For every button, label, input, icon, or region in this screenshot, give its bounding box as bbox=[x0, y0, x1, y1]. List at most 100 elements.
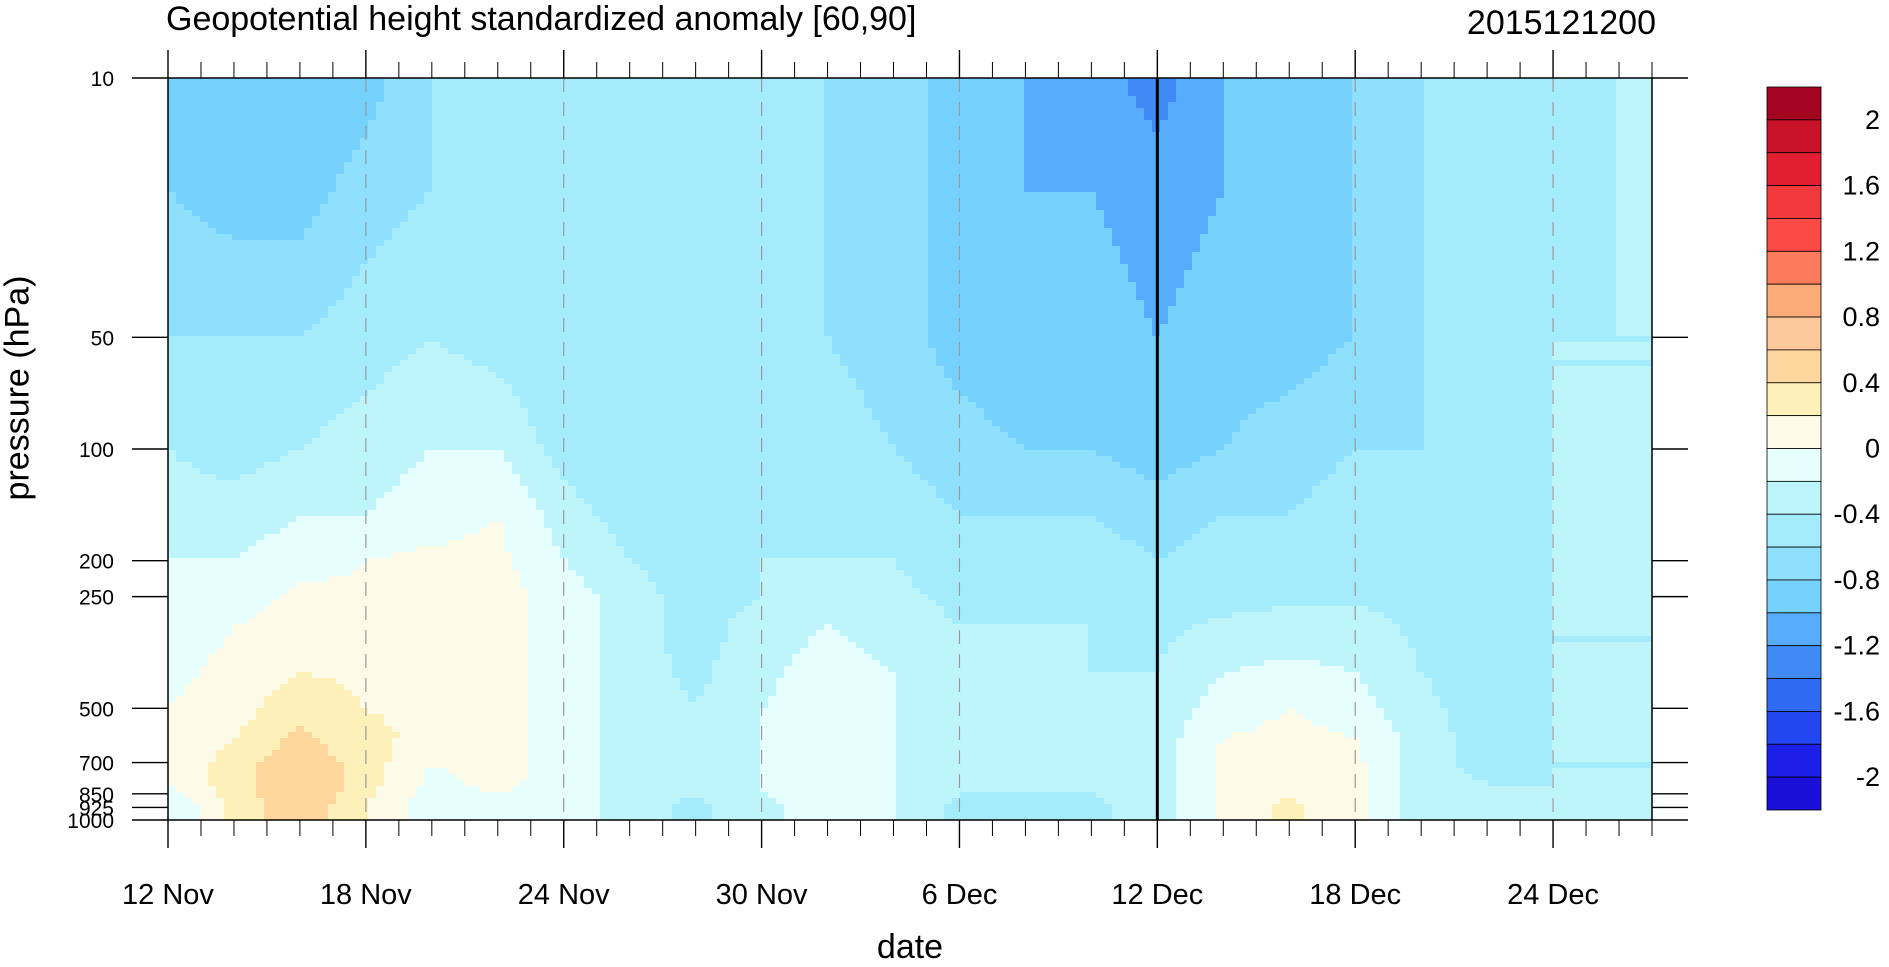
contour-cell bbox=[712, 78, 721, 85]
contour-cell bbox=[1224, 126, 1233, 133]
contour-cell bbox=[640, 162, 649, 169]
contour-cell bbox=[312, 228, 321, 235]
contour-cell bbox=[1136, 216, 1145, 223]
contour-cell bbox=[1424, 168, 1433, 175]
contour-cell bbox=[888, 78, 897, 85]
contour-cell bbox=[968, 234, 977, 241]
contour-cell bbox=[968, 144, 977, 151]
contour-cell bbox=[1056, 222, 1065, 229]
contour-cell bbox=[848, 174, 857, 181]
contour-cell bbox=[224, 84, 233, 91]
contour-cell bbox=[792, 126, 801, 133]
contour-cell bbox=[904, 234, 913, 241]
contour-cell bbox=[1248, 228, 1257, 235]
contour-cell bbox=[1256, 96, 1265, 103]
contour-cell bbox=[648, 126, 657, 133]
contour-cell bbox=[1600, 174, 1609, 181]
contour-cell bbox=[256, 222, 265, 229]
contour-cell bbox=[1520, 78, 1529, 85]
contour-cell bbox=[1320, 216, 1329, 223]
contour-cell bbox=[1536, 216, 1545, 223]
contour-cell bbox=[992, 192, 1001, 199]
contour-cell bbox=[1168, 216, 1177, 223]
contour-cell bbox=[1352, 120, 1361, 127]
contour-cell bbox=[344, 198, 353, 205]
contour-cell bbox=[296, 198, 305, 205]
contour-cell bbox=[416, 108, 425, 115]
contour-cell bbox=[696, 84, 705, 91]
contour-cell bbox=[1504, 78, 1513, 85]
contour-cell bbox=[864, 174, 873, 181]
contour-cell bbox=[1520, 168, 1529, 175]
contour-cell bbox=[864, 120, 873, 127]
contour-cell bbox=[224, 216, 233, 223]
contour-cell bbox=[992, 138, 1001, 145]
contour-cell bbox=[584, 126, 593, 133]
contour-cell bbox=[208, 138, 217, 145]
contour-cell bbox=[936, 210, 945, 217]
contour-cell bbox=[208, 102, 217, 109]
contour-cell bbox=[616, 192, 625, 199]
contour-cell bbox=[1024, 156, 1033, 163]
contour-cell bbox=[1472, 192, 1481, 199]
contour-cell bbox=[384, 228, 393, 235]
contour-cell bbox=[680, 204, 689, 211]
contour-cell bbox=[480, 108, 489, 115]
contour-cell bbox=[1272, 138, 1281, 145]
contour-cell bbox=[184, 96, 193, 103]
contour-cell bbox=[704, 210, 713, 217]
contour-cell bbox=[328, 96, 337, 103]
contour-cell bbox=[1264, 108, 1273, 115]
contour-cell bbox=[1504, 120, 1513, 127]
contour-cell bbox=[944, 234, 953, 241]
contour-cell bbox=[192, 90, 201, 97]
contour-cell bbox=[544, 84, 553, 91]
contour-cell bbox=[1016, 174, 1025, 181]
contour-cell bbox=[1296, 120, 1305, 127]
contour-cell bbox=[272, 84, 281, 91]
contour-cell bbox=[936, 168, 945, 175]
contour-cell bbox=[1368, 84, 1377, 91]
contour-cell bbox=[1072, 204, 1081, 211]
contour-cell bbox=[168, 120, 177, 127]
contour-cell bbox=[1480, 156, 1489, 163]
contour-cell bbox=[1184, 126, 1193, 133]
contour-cell bbox=[288, 186, 297, 193]
contour-cell bbox=[1240, 132, 1249, 139]
contour-cell bbox=[1440, 90, 1449, 97]
contour-cell bbox=[544, 156, 553, 163]
contour-cell bbox=[936, 198, 945, 205]
contour-cell bbox=[408, 234, 417, 241]
contour-cell bbox=[1224, 84, 1233, 91]
contour-cell bbox=[176, 204, 185, 211]
contour-cell bbox=[640, 156, 649, 163]
contour-cell bbox=[1464, 138, 1473, 145]
contour-cell bbox=[1584, 102, 1593, 109]
contour-cell bbox=[280, 234, 289, 241]
contour-cell bbox=[552, 210, 561, 217]
contour-cell bbox=[288, 84, 297, 91]
contour-cell bbox=[1248, 108, 1257, 115]
contour-cell bbox=[1304, 222, 1313, 229]
contour-cell bbox=[1424, 228, 1433, 235]
contour-cell bbox=[928, 234, 937, 241]
contour-cell bbox=[1568, 126, 1577, 133]
contour-cell bbox=[1216, 234, 1225, 241]
contour-cell bbox=[280, 84, 289, 91]
contour-cell bbox=[808, 108, 817, 115]
contour-cell bbox=[1176, 204, 1185, 211]
contour-cell bbox=[1256, 108, 1265, 115]
contour-cell bbox=[232, 192, 241, 199]
contour-cell bbox=[448, 114, 457, 121]
contour-cell bbox=[1488, 96, 1497, 103]
contour-cell bbox=[1408, 168, 1417, 175]
contour-cell bbox=[712, 90, 721, 97]
contour-cell bbox=[976, 198, 985, 205]
contour-cell bbox=[184, 204, 193, 211]
contour-cell bbox=[584, 168, 593, 175]
contour-cell bbox=[192, 210, 201, 217]
contour-cell bbox=[608, 162, 617, 169]
contour-cell bbox=[840, 168, 849, 175]
contour-cell bbox=[424, 228, 433, 235]
contour-cell bbox=[840, 78, 849, 85]
